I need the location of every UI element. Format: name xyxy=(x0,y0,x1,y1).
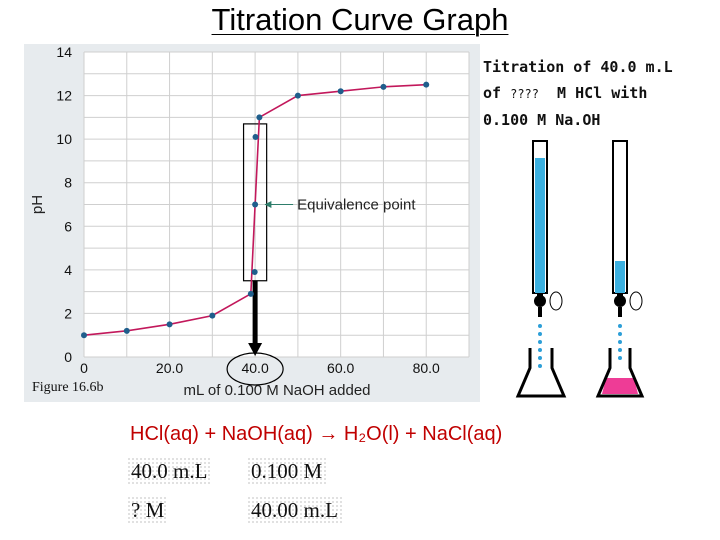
burette-left xyxy=(532,140,563,368)
data-point xyxy=(294,92,301,99)
tick-labels: 0 2 4 6 8 10 12 14 0 20.0 40.0 60.0 80.0 xyxy=(56,44,440,376)
data-point xyxy=(423,81,430,88)
titration-apparatus xyxy=(515,140,645,398)
burette-right-solution xyxy=(615,261,625,293)
slide-title: Titration Curve Graph xyxy=(0,2,720,38)
y-tick-label: 14 xyxy=(56,44,72,60)
data-point xyxy=(337,88,344,95)
data-point xyxy=(81,332,87,339)
description-line-3: 0.100 M Na.OH xyxy=(483,111,601,129)
slide-title-text: Titration Curve Graph xyxy=(211,2,509,37)
data-point xyxy=(251,269,258,276)
data-point xyxy=(209,312,216,319)
x-tick-label: 60.0 xyxy=(327,360,354,376)
stopcock-left-icon xyxy=(534,295,546,307)
description-line-1: Titration of 40.0 m.L xyxy=(483,58,673,76)
x-tick-label: 80.0 xyxy=(413,360,440,376)
data-point xyxy=(247,290,254,297)
y-tick-label: 12 xyxy=(56,88,72,104)
reaction-equation: HCl(aq) + NaOH(aq) → H₂O(l) + NaCl(aq) xyxy=(130,423,503,445)
flask-right xyxy=(595,348,645,398)
titration-description: Titration of 40.0 m.L of ???? M HCl with 0… xyxy=(483,54,673,133)
x-tick-label: 0 xyxy=(80,360,88,376)
y-tick-label: 6 xyxy=(64,218,72,234)
data-point xyxy=(123,327,130,334)
table-cell-naoh-volume: 40.00 m.L xyxy=(247,496,342,525)
stopcock-right-icon xyxy=(614,295,626,307)
series-layer xyxy=(81,81,430,339)
pointer-arrowhead xyxy=(248,343,263,356)
y-tick-label: 4 xyxy=(64,262,72,278)
annotation-equivalence-point: Equivalence point xyxy=(297,197,416,214)
x-tick-label: 40.0 xyxy=(241,360,268,376)
x-axis-title: mL of 0.100 M NaOH added xyxy=(183,382,370,399)
data-point xyxy=(166,321,173,328)
y-tick-label: 8 xyxy=(64,175,72,191)
table-cell-hcl-molarity: ? M xyxy=(127,496,169,525)
y-tick-label: 0 xyxy=(64,349,72,365)
description-line-2: of ???? M HCl with xyxy=(483,84,648,102)
flask-left xyxy=(515,348,567,398)
flask-right-pink-solution xyxy=(602,378,638,394)
x-tick-label: 20.0 xyxy=(156,360,183,376)
titration-chart: 0 2 4 6 8 10 12 14 0 20.0 40.0 60.0 80.0 pH mL of 0.… xyxy=(29,44,470,399)
burette-left-solution xyxy=(535,158,545,293)
figure-label: Figure 16.6b xyxy=(32,380,104,395)
data-point xyxy=(256,114,263,121)
y-axis-title: pH xyxy=(29,195,46,214)
burette-right xyxy=(612,140,643,360)
stopcock-handle-right-icon xyxy=(629,291,643,311)
grid-lines xyxy=(83,51,470,358)
y-tick-label: 2 xyxy=(64,305,72,321)
data-point xyxy=(252,201,259,208)
data-point xyxy=(252,133,259,140)
y-tick-label: 10 xyxy=(56,131,72,147)
unknown-concentration: ???? xyxy=(510,87,539,101)
table-cell-hcl-volume: 40.0 m.L xyxy=(127,457,212,486)
stopcock-handle-left-icon xyxy=(549,291,563,311)
table-cell-naoh-molarity: 0.100 M xyxy=(247,457,327,486)
data-point xyxy=(380,83,387,90)
